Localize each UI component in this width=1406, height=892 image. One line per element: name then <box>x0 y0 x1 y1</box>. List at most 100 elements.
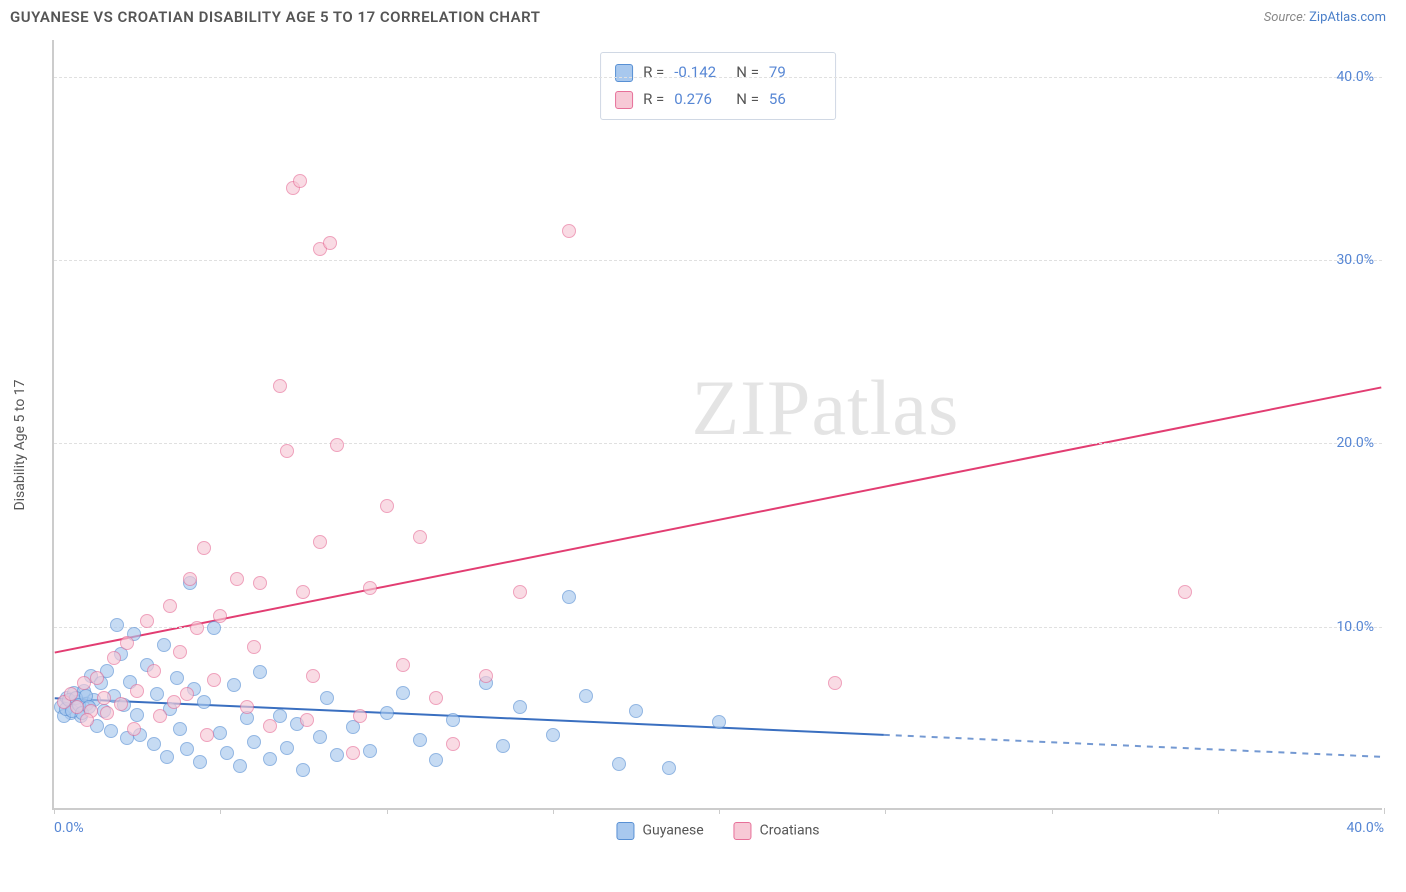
scatter-point <box>612 757 626 771</box>
scatter-point <box>230 572 244 586</box>
scatter-point <box>180 687 194 701</box>
scatter-point <box>150 687 164 701</box>
scatter-point <box>100 706 114 720</box>
scatter-point <box>157 638 171 652</box>
gridline-h <box>54 443 1382 444</box>
scatter-point <box>80 713 94 727</box>
trend-lines-svg <box>54 40 1382 808</box>
scatter-point <box>323 236 337 250</box>
scatter-point <box>247 640 261 654</box>
scatter-point <box>562 224 576 238</box>
scatter-point <box>363 581 377 595</box>
scatter-point <box>153 709 167 723</box>
scatter-point <box>273 379 287 393</box>
scatter-point <box>712 715 726 729</box>
scatter-point <box>197 695 211 709</box>
scatter-point <box>579 689 593 703</box>
xtick <box>1052 808 1053 814</box>
chart-title: GUYANESE VS CROATIAN DISABILITY AGE 5 TO… <box>10 8 540 26</box>
scatter-point <box>130 684 144 698</box>
scatter-point <box>413 530 427 544</box>
watermark-atlas: atlas <box>811 364 959 451</box>
ytick-label: 40.0% <box>1336 69 1374 85</box>
watermark: ZIPatlas <box>691 363 959 453</box>
xtick <box>719 808 720 814</box>
scatter-point <box>293 174 307 188</box>
scatter-point <box>280 741 294 755</box>
chart-header: GUYANESE VS CROATIAN DISABILITY AGE 5 TO… <box>0 0 1406 30</box>
xtick-label: 0.0% <box>54 820 84 836</box>
scatter-point <box>296 763 310 777</box>
scatter-point <box>97 691 111 705</box>
trend-line-dashed <box>884 735 1381 757</box>
legend-label: Croatians <box>760 823 820 839</box>
scatter-point <box>147 737 161 751</box>
xtick <box>220 808 221 814</box>
scatter-point <box>300 713 314 727</box>
scatter-point <box>330 748 344 762</box>
scatter-point <box>183 572 197 586</box>
scatter-point <box>110 618 124 632</box>
gridline-h <box>54 627 1382 628</box>
stats-n-value: 79 <box>769 59 821 86</box>
watermark-zip: ZIP <box>691 364 811 451</box>
scatter-point <box>163 599 177 613</box>
scatter-point <box>167 695 181 709</box>
stats-swatch-blue <box>615 64 633 82</box>
scatter-point <box>240 700 254 714</box>
scatter-point <box>247 735 261 749</box>
scatter-point <box>233 759 247 773</box>
scatter-point <box>193 755 207 769</box>
stats-r-value: 0.276 <box>674 86 726 113</box>
scatter-point <box>1178 585 1192 599</box>
stats-r-label: R = <box>643 86 664 113</box>
scatter-point <box>828 676 842 690</box>
legend-item-guyanese: Guyanese <box>616 822 703 840</box>
stats-n-label: N = <box>736 86 759 113</box>
scatter-point <box>479 669 493 683</box>
scatter-point <box>280 444 294 458</box>
source-link[interactable]: ZipAtlas.com <box>1309 10 1386 25</box>
scatter-point <box>296 585 310 599</box>
scatter-point <box>77 676 91 690</box>
xtick <box>1384 808 1385 814</box>
scatter-point <box>263 719 277 733</box>
scatter-point <box>380 499 394 513</box>
scatter-point <box>396 658 410 672</box>
stats-row-croatians: R = 0.276 N = 56 <box>615 86 821 113</box>
scatter-point <box>413 733 427 747</box>
scatter-point <box>380 706 394 720</box>
source-attribution: Source: ZipAtlas.com <box>1264 10 1386 25</box>
scatter-point <box>207 673 221 687</box>
scatter-point <box>120 636 134 650</box>
scatter-point <box>160 750 174 764</box>
scatter-point <box>170 671 184 685</box>
legend-label: Guyanese <box>642 823 703 839</box>
scatter-point <box>629 704 643 718</box>
stats-r-value: -0.142 <box>674 59 726 86</box>
xtick <box>387 808 388 814</box>
scatter-point <box>207 621 221 635</box>
scatter-point <box>227 678 241 692</box>
scatter-point <box>353 709 367 723</box>
stats-n-label: N = <box>736 59 759 86</box>
stats-r-label: R = <box>643 59 664 86</box>
scatter-point <box>306 669 320 683</box>
scatter-point <box>263 752 277 766</box>
legend-swatch-pink <box>734 822 752 840</box>
scatter-point <box>130 708 144 722</box>
scatter-point <box>496 739 510 753</box>
xtick <box>54 808 55 814</box>
source-prefix: Source: <box>1264 10 1309 25</box>
legend-swatch-blue <box>616 822 634 840</box>
scatter-point <box>346 746 360 760</box>
scatter-point <box>513 700 527 714</box>
trend-line-solid <box>55 387 1382 652</box>
plot-area: ZIPatlas R = -0.142 N = 79 R = 0.276 N =… <box>52 40 1382 810</box>
xtick-label: 40.0% <box>1346 820 1384 836</box>
series-legend: Guyanese Croatians <box>616 822 819 840</box>
scatter-point <box>190 621 204 635</box>
scatter-point <box>313 730 327 744</box>
gridline-h <box>54 77 1382 78</box>
scatter-point <box>147 664 161 678</box>
